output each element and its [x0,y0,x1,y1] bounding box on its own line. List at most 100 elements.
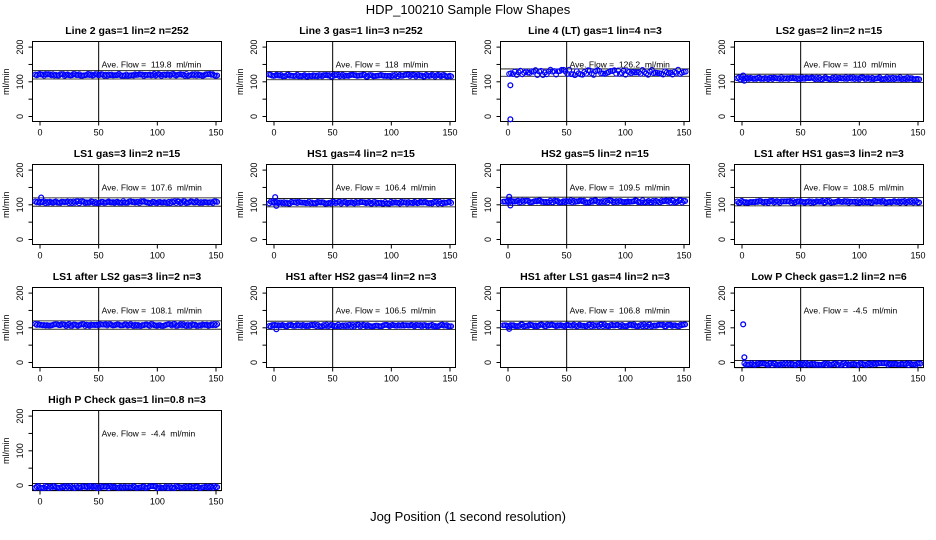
x-tick-label: 150 [676,374,691,384]
y-tick-label: 200 [249,163,259,178]
y-tick-label: 200 [249,40,259,55]
subplot-2: Line 3 gas=1 lin=3 n=252 0 100 200 ml/min 0 50… [234,22,468,145]
y-axis-label: ml/min [469,192,479,219]
data-points [734,74,923,83]
x-tick-label: 150 [208,128,223,138]
data-points [500,197,689,206]
y-tick-label: 0 [15,360,25,365]
ave-flow-annotation: Ave. Flow = -4.5 ml/min [804,305,898,315]
data-points [32,70,221,79]
subplot-5: LS1 gas=3 lin=2 n=15 0 100 200 ml/min 0 50 100 1… [0,145,234,268]
y-axis-label: ml/min [235,69,245,96]
subplot-title: Line 4 (LT) gas=1 lin=4 n=3 [528,25,662,37]
x-tick-label: 0 [739,374,744,384]
x-tick-label: 0 [37,251,42,261]
x-tick-label: 100 [852,128,867,138]
y-tick-label: 200 [483,163,493,178]
ave-flow-annotation: Ave. Flow = 108.5 ml/min [804,182,905,192]
subplot-title: LS1 after HS1 gas=3 lin=2 n=3 [754,148,904,160]
data-points [266,321,455,330]
ave-flow-annotation: Ave. Flow = 109.5 ml/min [570,182,671,192]
x-tick-label: 50 [94,497,104,507]
subplot-title: LS1 gas=3 lin=2 n=15 [74,148,181,160]
y-tick-label: 200 [483,286,493,301]
x-tick-label: 100 [852,374,867,384]
x-tick-label: 0 [505,251,510,261]
subplot-canvas: Line 3 gas=1 lin=3 n=252 0 100 200 ml/min 0 50… [235,25,458,138]
x-tick-label: 150 [676,251,691,261]
y-tick-label: 200 [15,40,25,55]
x-tick-label: 50 [328,374,338,384]
x-tick-label: 0 [37,374,42,384]
y-tick-label: 0 [717,360,727,365]
plot-box [500,41,690,122]
ave-flow-annotation: Ave. Flow = 126.2 ml/min [570,59,671,69]
data-points [506,66,689,79]
x-tick-label: 100 [150,497,165,507]
y-axis-label: ml/min [469,315,479,342]
y-tick-label: 0 [15,483,25,488]
x-tick-label: 150 [910,251,925,261]
subplot-title: LS2 gas=2 lin=2 n=15 [776,25,883,37]
outlier-point [273,202,280,209]
y-tick-label: 200 [249,286,259,301]
outlier-point [507,82,514,89]
x-tick-label: 0 [739,128,744,138]
y-tick-label: 100 [717,74,727,89]
data-points [32,198,221,207]
x-tick-label: 50 [94,374,104,384]
subplot-canvas: LS2 gas=2 lin=2 n=15 0 100 200 ml/min 0 50 100 1… [703,25,926,138]
y-axis-label: ml/min [235,315,245,342]
plot-box [32,41,222,122]
subplot-12: Low P Check gas=1.2 lin=2 n=6 0 100 200 ml/m… [702,268,936,391]
outlier-point [741,354,748,361]
y-tick-label: 0 [483,114,493,119]
y-tick-label: 100 [15,197,25,212]
y-axis-label: ml/min [1,192,11,219]
x-tick-label: 100 [384,374,399,384]
x-tick-label: 50 [328,128,338,138]
x-tick-label: 0 [271,374,276,384]
y-tick-label: 0 [249,360,259,365]
y-axis-label: ml/min [703,69,713,96]
ave-flow-annotation: Ave. Flow = 110 ml/min [804,59,897,69]
ave-flow-annotation: Ave. Flow = 106.8 ml/min [570,305,671,315]
x-tick-label: 100 [618,374,633,384]
chart-grid: Line 2 gas=1 lin=2 n=252 0 100 200 ml/min 0 50… [0,22,936,514]
x-tick-label: 50 [562,128,572,138]
y-tick-label: 100 [249,320,259,335]
x-tick-label: 0 [271,251,276,261]
plot-box [32,410,222,491]
y-tick-label: 0 [483,237,493,242]
y-tick-label: 0 [249,237,259,242]
subplot-title: High P Check gas=1 lin=0.8 n=3 [48,394,206,406]
subplot-title: HS1 after LS1 gas=4 lin=2 n=3 [520,271,670,283]
x-axis-label: Jog Position (1 second resolution) [370,509,566,524]
subplot-6: HS1 gas=4 lin=2 n=15 0 100 200 ml/min 0 50 100 1… [234,145,468,268]
x-tick-label: 100 [618,251,633,261]
subplot-canvas: LS1 after HS1 gas=3 lin=2 n=3 0 100 200 ml/m… [703,148,926,261]
x-tick-label: 150 [910,374,925,384]
plot-box [734,287,924,368]
y-tick-label: 100 [15,443,25,458]
subplot-canvas: Line 4 (LT) gas=1 lin=4 n=3 0 100 200 ml/min… [469,25,692,138]
y-tick-label: 100 [249,74,259,89]
outlier-point [272,194,279,201]
x-tick-label: 150 [208,374,223,384]
x-tick-label: 50 [94,251,104,261]
x-tick-label: 150 [208,251,223,261]
x-tick-label: 0 [271,128,276,138]
x-tick-label: 150 [910,128,925,138]
outlier-point [741,77,748,84]
x-tick-label: 100 [150,374,165,384]
x-tick-label: 100 [150,128,165,138]
ave-flow-annotation: Ave. Flow = 118 ml/min [336,59,429,69]
x-tick-label: 100 [852,251,867,261]
x-tick-label: 50 [796,128,806,138]
x-tick-label: 50 [562,374,572,384]
subplot-title: HS1 after HS2 gas=4 lin=2 n=3 [286,271,437,283]
x-tick-label: 0 [37,497,42,507]
y-tick-label: 100 [15,320,25,335]
y-axis-label: ml/min [1,69,11,96]
data-points [32,321,221,329]
